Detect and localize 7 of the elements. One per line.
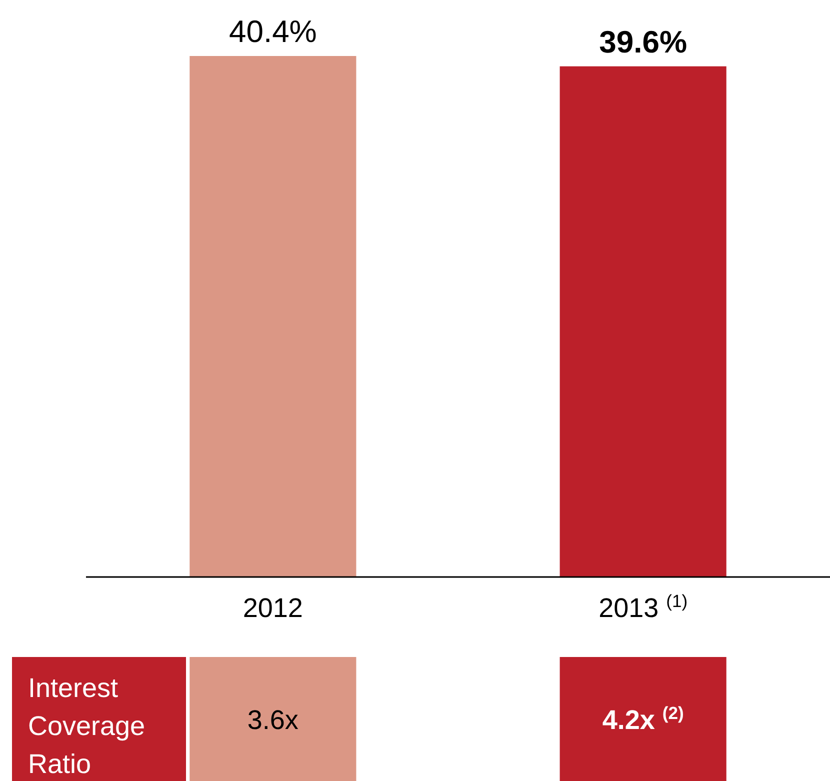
text: 4.2x $^{(2)}$ — [602, 703, 684, 735]
data-label: 40.4% — [228, 14, 317, 49]
text: Interest Coverage Ratio — [28, 673, 146, 779]
x-tick-label: 2012 — [242, 593, 303, 623]
text: 3.6x — [247, 705, 299, 735]
data-label: 39.6% — [599, 24, 688, 60]
x-tick-label: 2013 $^{(1)}$ — [598, 591, 688, 623]
